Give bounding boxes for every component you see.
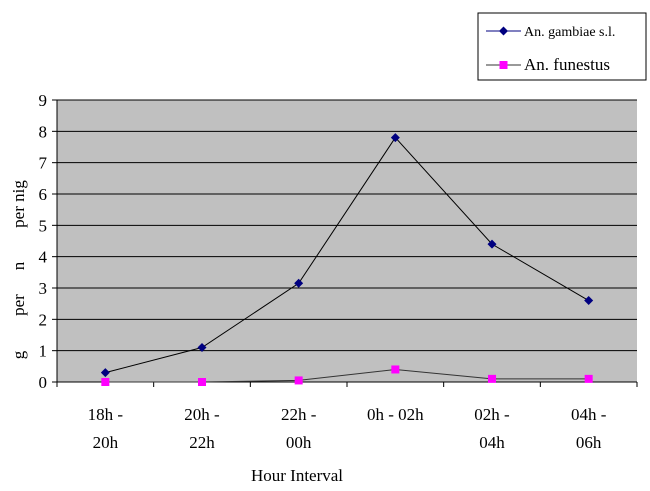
x-tick-label: 04h [479,433,505,452]
y-tick-label: 7 [39,154,48,173]
data-point-gambiae [100,368,110,378]
legend-marker-funestus [499,61,508,69]
y-tick-label: 8 [39,122,48,141]
y-tick-label: 5 [39,216,48,235]
y-tick-label: 2 [39,310,48,329]
y-axis-title: g per n per nig [9,180,28,360]
y-tick-label: 4 [39,248,48,267]
y-axis-title-part-1: g [9,350,28,359]
x-tick-label: 04h - [571,405,607,424]
plot-area [57,100,637,382]
x-tick-label: 20h [93,433,119,452]
series-group [100,133,594,386]
legend: An. gambiae s.l. An. funestus [477,12,647,81]
data-point-funestus [294,376,303,385]
data-point-funestus [198,378,206,386]
y-tick-label: 6 [39,185,48,204]
y-ticks: 0 1 2 3 4 5 6 7 8 9 [39,91,57,392]
x-tick-label: 00h [286,433,312,452]
legend-label-gambiae: An. gambiae s.l. [524,25,615,40]
x-tick-label: 18h - [88,405,124,424]
x-tick-label: 22h - [281,405,317,424]
data-point-funestus [584,374,593,383]
series-line-1 [105,368,589,383]
data-point-gambiae [390,133,400,143]
y-axis-title-part-2: per [9,294,28,316]
x-tick-label: 06h [576,433,602,452]
x-axis-title: Hour Interval [251,466,343,485]
x-ticks: 18h - 20h 20h - 22h 22h - 00h 0h - 02h 02h - 04h… [56,382,638,452]
series-line-0 [105,136,589,374]
x-tick-label: 22h [189,433,215,452]
y-axis-title-part-4: per nig [9,180,28,228]
data-point-gambiae [197,343,207,353]
x-tick-label: 0h - 02h [367,405,424,424]
y-axis-title-part-3: n [9,261,28,270]
legend-label-funestus: An. funestus [524,55,610,74]
data-point-funestus [101,378,110,386]
legend-marker-gambiae [499,26,508,36]
x-tick-label: 02h - [474,405,510,424]
y-tick-label: 9 [39,91,48,110]
x-tick-label: 20h - [184,405,220,424]
data-point-gambiae [294,278,304,288]
y-tick-label: 1 [39,342,48,361]
data-point-funestus [488,374,496,383]
data-point-gambiae [584,296,594,306]
y-tick-label: 0 [39,373,48,392]
y-tick-label: 3 [39,279,48,298]
data-point-gambiae [487,239,497,249]
gridlines [57,99,637,352]
data-point-funestus [391,365,400,374]
